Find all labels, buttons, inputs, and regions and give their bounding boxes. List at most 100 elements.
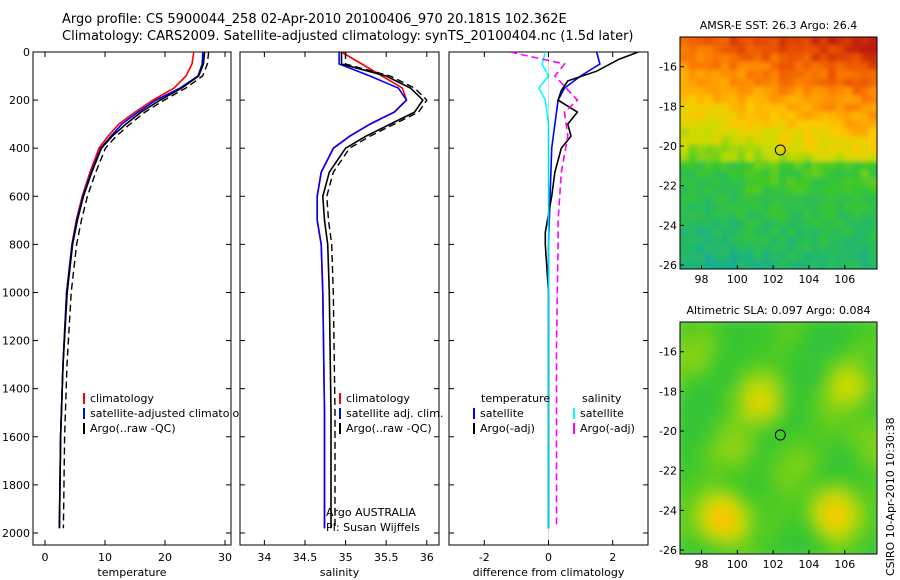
map-cell — [737, 128, 747, 137]
map-cell — [778, 396, 788, 406]
map-cell — [745, 380, 755, 389]
map-cell — [861, 554, 870, 563]
map-cell — [680, 438, 681, 447]
map-cell — [819, 371, 829, 381]
map-cell — [770, 545, 780, 554]
map-cell — [704, 371, 714, 381]
map-y-tick-label: -24 — [659, 219, 677, 232]
map-cell — [803, 404, 812, 414]
map-cell — [868, 37, 877, 46]
map-cell — [827, 462, 837, 472]
map-cell — [819, 322, 829, 331]
map-cell — [803, 244, 812, 253]
map-cell — [721, 86, 730, 96]
map-cell — [860, 529, 870, 538]
map-cell — [844, 388, 853, 398]
map-cell — [819, 537, 829, 547]
map-cell — [688, 496, 697, 505]
map-cell — [696, 355, 706, 364]
map-cell — [852, 380, 862, 389]
map-cell — [737, 363, 747, 373]
credit-line-2: PI: Susan Wijffels — [326, 521, 420, 534]
credit-text: Argo AUSTRALIA PI: Susan Wijffels — [326, 506, 420, 534]
map-cell — [680, 169, 681, 179]
map-cell — [729, 211, 739, 220]
map-cell — [712, 252, 722, 262]
map-cell — [737, 529, 747, 538]
map-cell — [680, 219, 689, 229]
map-cell — [762, 61, 771, 71]
map-cell — [754, 554, 763, 563]
map-cell — [721, 429, 730, 439]
map-cell — [721, 119, 730, 129]
map-cell — [729, 78, 739, 88]
map-cell — [819, 111, 829, 121]
map-cell — [836, 520, 845, 530]
map-cell — [794, 219, 804, 229]
y-tick-label: 800 — [9, 238, 30, 251]
map-cell — [786, 330, 796, 340]
map-cell — [803, 413, 812, 422]
map-cell — [737, 471, 747, 480]
map-cell — [753, 346, 763, 356]
map-cell — [844, 404, 853, 414]
map-cell — [688, 252, 697, 262]
map-cell — [794, 53, 804, 63]
map-cell — [844, 545, 853, 554]
map-cell — [827, 529, 837, 538]
map-cell — [696, 520, 706, 530]
map-cell — [860, 380, 870, 389]
map-cell — [745, 529, 755, 538]
map-cell — [860, 479, 870, 489]
map-cell — [811, 446, 821, 456]
map-cell — [778, 462, 788, 472]
map-cell — [811, 260, 821, 269]
map-cell — [778, 128, 788, 137]
map-cell — [680, 37, 689, 38]
map-cell — [745, 462, 755, 472]
map-cell — [770, 322, 780, 331]
map-cell — [721, 545, 730, 554]
map-cell — [786, 194, 796, 204]
map-cell — [844, 61, 853, 71]
map-cell — [827, 355, 837, 364]
map-cell — [811, 252, 821, 262]
map-cell — [852, 504, 862, 514]
map-cell — [762, 380, 771, 389]
map-cell — [688, 235, 697, 245]
map-cell — [794, 421, 804, 431]
map-cell — [704, 144, 714, 154]
map-cell — [786, 454, 796, 464]
map-cell — [868, 371, 877, 381]
map-cell — [803, 161, 812, 171]
map-cell — [688, 471, 697, 480]
map-cell — [704, 404, 714, 414]
map-cell — [836, 128, 845, 137]
map-cell — [745, 363, 755, 373]
map-cell — [704, 471, 714, 480]
map-cell — [819, 235, 829, 245]
map-cell — [811, 53, 821, 63]
map-cell — [844, 446, 853, 456]
map-cell — [729, 95, 739, 104]
map-cell — [786, 388, 796, 398]
map-cell — [737, 194, 747, 204]
y-tick-label: 600 — [9, 190, 30, 203]
map-cell — [860, 413, 870, 422]
map-cell — [786, 404, 796, 414]
map-cell — [794, 529, 804, 538]
x-tick-label: 36 — [420, 551, 434, 564]
map-cell — [696, 244, 706, 253]
map-cell — [688, 446, 697, 456]
map-cell — [753, 153, 763, 162]
map-cell — [852, 454, 862, 464]
map-cell — [819, 429, 829, 439]
map-cell — [721, 111, 730, 121]
map-cell — [745, 446, 755, 456]
map-cell — [794, 438, 804, 447]
map-cell — [819, 177, 829, 187]
map-cell — [770, 330, 780, 340]
map-y-tick-label: -26 — [659, 259, 677, 272]
map-cell — [852, 260, 862, 269]
map-cell — [819, 153, 829, 162]
